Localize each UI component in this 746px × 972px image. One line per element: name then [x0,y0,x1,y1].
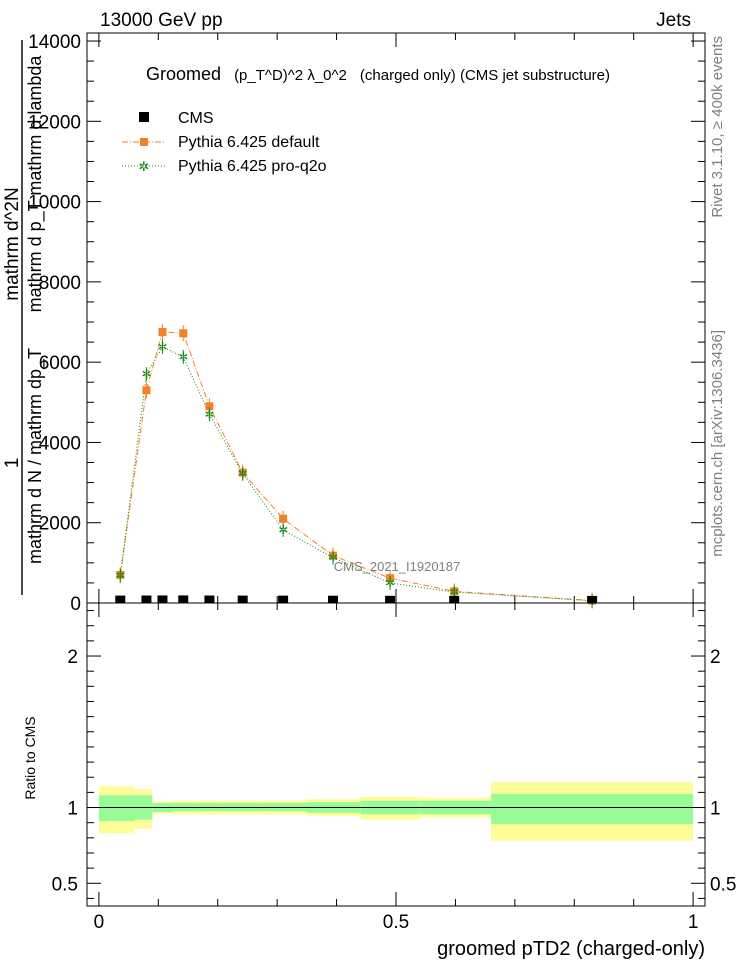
point-proq2o: ✲ [238,467,248,481]
y-axis-label-denominator: mathrm d p_T mathrm d lambda [25,55,46,313]
legend-marker-cms [139,112,149,122]
x-tick-label: 0.5 [383,912,409,933]
x-tick-label: 1 [688,912,699,933]
point-proq2o: ✲ [385,576,395,590]
point-proq2o: ✲ [178,350,188,364]
y-axis-label-numerator: mathrm d^2N [2,187,23,300]
y-tick-label: 0 [70,594,81,615]
point-proq2o: ✲ [115,569,125,583]
point-cms [115,595,126,603]
watermark: CMS_2021_I1920187 [334,559,461,574]
point-proq2o: ✲ [328,551,338,565]
ratio-panel: 0.5 0.5 1 1 2 2 0 0.5 1 Ratio to CMS groomed pTD… [22,602,736,960]
point-cms [141,595,152,603]
ratio-y-tick-label-right: 2 [710,647,721,668]
legend-label-cms: CMS [178,110,214,127]
rivet-label: Rivet 3.1.10, ≥ 400k events [709,36,726,218]
legend-marker-proq2o: ✲ [139,160,150,175]
mcplots-label: mcplots.cern.ch [arXiv:1306.3436] [709,330,726,557]
y-tick-label: 10000 [28,193,81,214]
plot-title-main: Groomed [146,64,221,84]
point-proq2o: ✲ [449,585,459,599]
point-proq2o: ✲ [278,523,288,537]
energy-label: 13000 GeV pp [100,10,223,31]
y-tick-label: 4000 [39,433,81,454]
legend: CMS Pythia 6.425 default ✲ Pythia 6.425 … [122,110,327,175]
point-cms [587,595,598,603]
y-tick-label: 2000 [39,514,81,535]
y-tick-label: 6000 [39,353,81,374]
ratio-bands [98,781,694,841]
y-tick-label: 14000 [28,32,81,53]
point-cms [157,595,168,603]
point-cms [178,595,189,603]
ratio-y-tick-label: 0.5 [52,874,78,895]
plot-title-formula: (p_T^D)^2 λ_0^2 [234,67,347,84]
ratio-band-inner [98,795,135,822]
y-axis-label-main: mathrm d N / mathrm dp_T [25,348,46,564]
point-cms [449,595,460,603]
point-cms [204,595,215,603]
series-layer: ✲✲✲✲✲✲✲✲✲✲✲ [115,324,597,609]
point-proq2o: ✲ [141,367,151,381]
main-x-axis [98,33,694,603]
point-proq2o: ✲ [204,407,214,421]
legend-label-proq2o: Pythia 6.425 pro-q2o [178,158,327,175]
x-axis-label: groomed pTD2 (charged-only) [437,938,705,960]
ratio-plot-frame [86,602,706,907]
ratio-y-tick-label: 2 [67,647,78,668]
point-cms [328,595,339,603]
x-tick-label: 0 [94,912,105,933]
point-default [179,329,188,338]
ratio-y-tick-label-right: 1 [710,799,721,820]
plot-title-suffix: (charged only) (CMS jet substructure) [360,67,610,84]
ratio-axes: 0.5 0.5 1 1 2 2 0 0.5 1 [52,603,736,933]
point-cms [385,595,396,603]
main-panel: 0 2000 4000 6000 8000 10000 12000 14000 CMS_202… [2,32,706,615]
point-cms [278,595,289,603]
ratio-band-inner [491,793,694,825]
ratio-y-tick-label: 1 [67,799,78,820]
y-tick-label: 8000 [39,273,81,294]
point-default [158,328,167,337]
legend-marker-default [140,138,148,146]
point-default [142,386,151,395]
point-default [205,402,214,411]
main-y-axis: 0 2000 4000 6000 8000 10000 12000 14000 [28,32,705,615]
legend-label-default: Pythia 6.425 default [178,134,320,151]
ratio-y-tick-label-right: 0.5 [710,874,736,895]
category-label: Jets [656,10,691,31]
point-default [279,514,288,523]
y-tick-label: 12000 [28,112,81,133]
y-axis-label-left: 1 [2,458,23,469]
ratio-y-axis-label: Ratio to CMS [22,716,38,799]
point-cms [237,595,248,603]
plot-title: Groomed (p_T^D)^2 λ_0^2 (charged only) (… [146,64,610,84]
point-proq2o: ✲ [157,340,167,354]
